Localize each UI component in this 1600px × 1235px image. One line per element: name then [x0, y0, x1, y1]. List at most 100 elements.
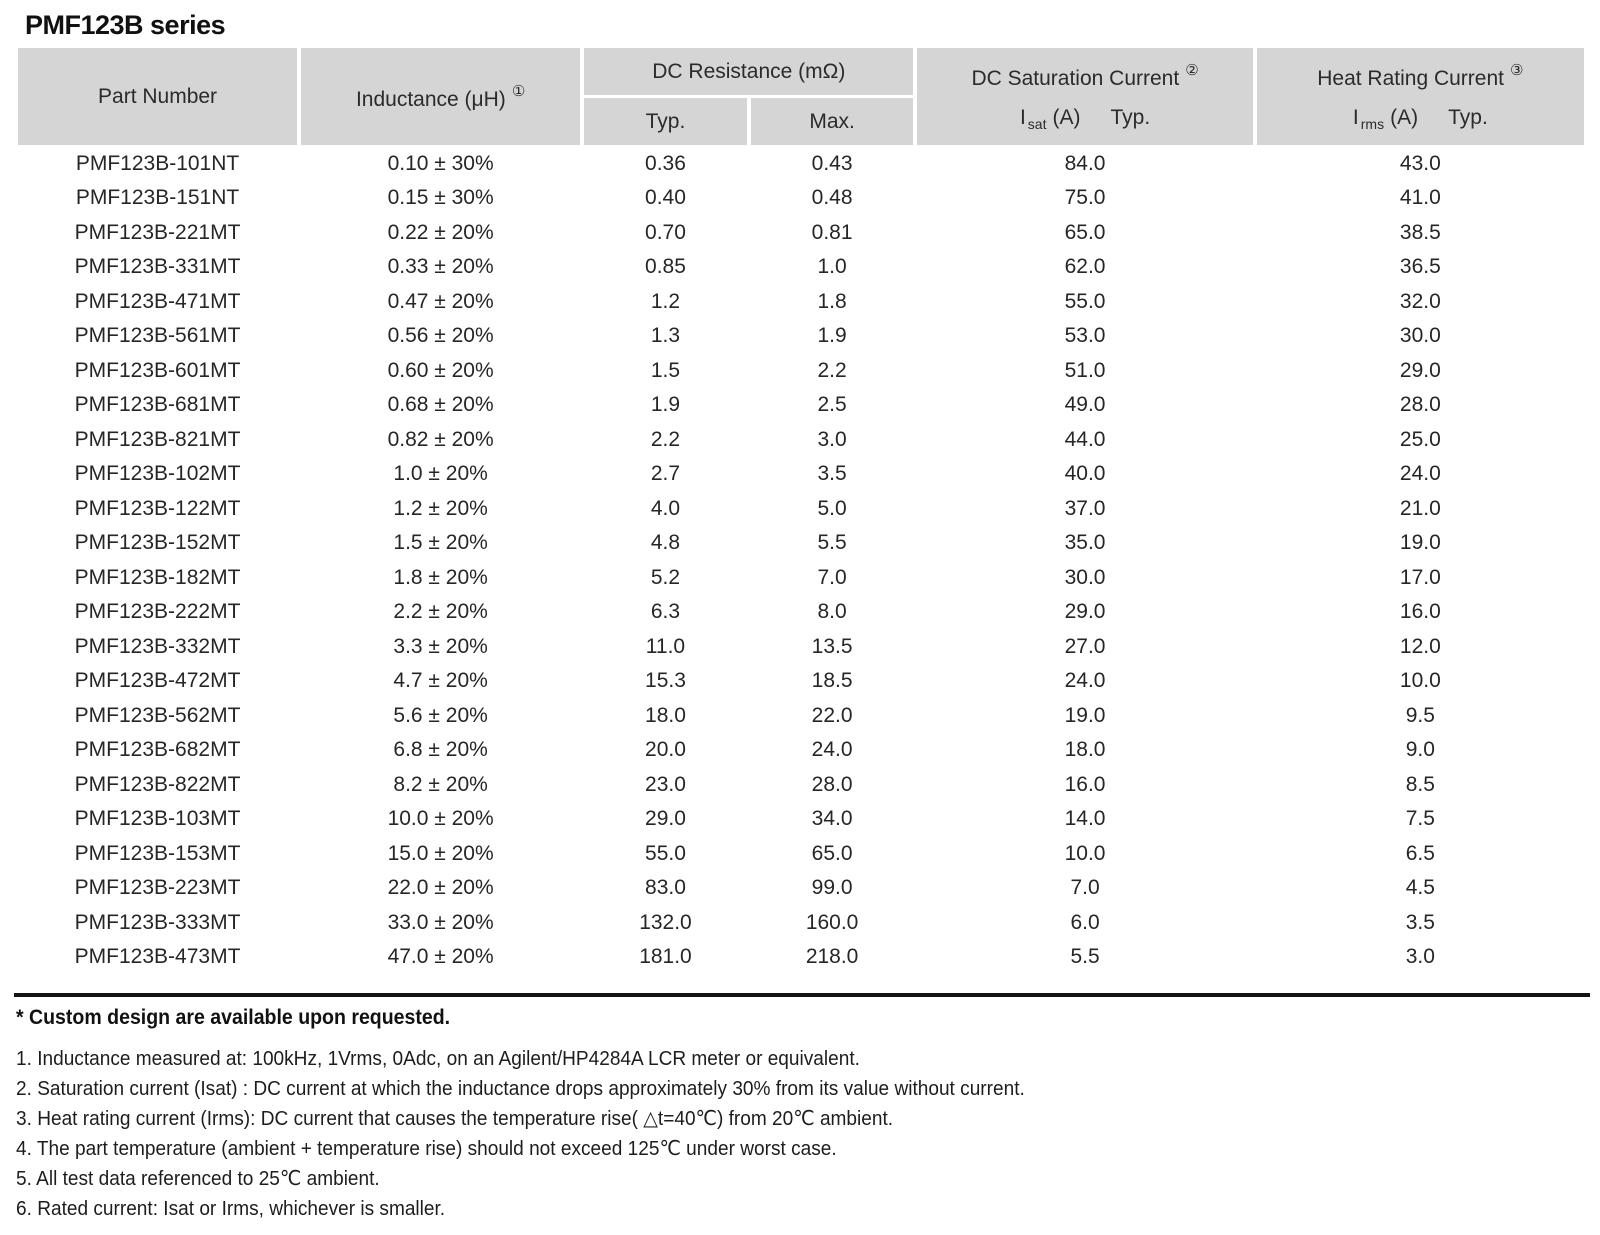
dc-saturation-title: DC Saturation Current ② [917, 61, 1252, 91]
cell-inductance: 0.33 ± 20% [387, 255, 494, 279]
table-row: PMF123B-562MT 5.6 ± 20% 18.0 22.0 19.0 9.5 [18, 700, 1584, 732]
spec-table-header: Part Number Inductance (μH) ① DC Resistan… [18, 48, 1584, 145]
table-row: PMF123B-682MT 6.8 ± 20% 20.0 24.0 18.0 9.0 [18, 735, 1584, 767]
cell-irms-typ: 41.0 [1399, 186, 1441, 210]
cell-inductance: 47.0 ± 20% [387, 945, 494, 969]
cell-inductance: 1.8 ± 20% [393, 565, 488, 589]
table-row: PMF123B-822MT 8.2 ± 20% 23.0 28.0 16.0 8.5 [18, 769, 1584, 801]
column-header-dcr-max: Max. [750, 98, 914, 145]
cell-irms-typ: 21.0 [1399, 496, 1441, 520]
cell-inductance: 0.47 ± 20% [387, 289, 494, 313]
cell-isat-typ: 6.0 [1070, 910, 1100, 934]
part-number-label: Part Number [98, 84, 218, 108]
cell-dcr-max: 34.0 [811, 807, 853, 831]
table-row: PMF123B-681MT 0.68 ± 20% 1.9 2.5 49.0 28.0 [18, 390, 1584, 422]
irms-subscript: rms [1360, 115, 1385, 132]
cell-part-number: PMF123B-601MT [74, 358, 241, 382]
cell-dcr-typ: 11.0 [645, 634, 686, 658]
cell-irms-typ: 7.5 [1405, 807, 1435, 831]
table-row: PMF123B-561MT 0.56 ± 20% 1.3 1.9 53.0 30.0 [18, 321, 1584, 353]
cell-inductance: 8.2 ± 20% [393, 772, 488, 796]
cell-inductance: 5.6 ± 20% [393, 703, 488, 727]
cell-isat-typ: 7.0 [1070, 876, 1100, 900]
cell-dcr-typ: 5.2 [650, 565, 681, 589]
cell-dcr-max: 99.0 [811, 876, 853, 900]
cell-irms-typ: 43.0 [1399, 151, 1441, 175]
cell-inductance: 22.0 ± 20% [387, 876, 494, 900]
footnote-ref-1: ① [511, 82, 526, 100]
cell-part-number: PMF123B-152MT [74, 531, 241, 555]
table-row: PMF123B-601MT 0.60 ± 20% 1.5 2.2 51.0 29.0 [18, 355, 1584, 387]
cell-isat-typ: 51.0 [1064, 358, 1106, 382]
cell-irms-typ: 24.0 [1399, 462, 1441, 486]
cell-inductance: 0.10 ± 30% [387, 151, 494, 175]
cell-isat-typ: 49.0 [1064, 393, 1106, 417]
cell-irms-typ: 3.5 [1405, 910, 1435, 934]
cell-dcr-max: 2.5 [817, 393, 847, 417]
cell-part-number: PMF123B-182MT [74, 565, 241, 589]
cell-dcr-typ: 0.40 [645, 186, 686, 210]
heat-rating-title: Heat Rating Current ③ [1257, 61, 1584, 91]
spec-table: Part Number Inductance (μH) ① DC Resistan… [14, 45, 1588, 976]
cell-part-number: PMF123B-473MT [74, 945, 241, 969]
cell-inductance: 1.2 ± 20% [393, 496, 488, 520]
cell-isat-typ: 55.0 [1064, 289, 1106, 313]
footnote: 2. Saturation current (Isat) : DC curren… [16, 1077, 1025, 1100]
cell-dcr-max: 1.0 [817, 255, 847, 279]
cell-dcr-typ: 132.0 [639, 910, 692, 934]
cell-dcr-max: 3.5 [817, 462, 847, 486]
irms-symbol: I [1352, 105, 1359, 129]
footnote-ref-3: ③ [1510, 62, 1524, 80]
cell-part-number: PMF123B-333MT [74, 910, 241, 934]
cell-irms-typ: 10.0 [1399, 669, 1441, 693]
cell-isat-typ: 65.0 [1064, 220, 1106, 244]
cell-dcr-max: 22.0 [811, 703, 853, 727]
cell-isat-typ: 62.0 [1064, 255, 1106, 279]
table-bottom-rule [14, 993, 1590, 997]
header-row-top: Part Number Inductance (μH) ① DC Resistan… [18, 48, 1584, 145]
cell-dcr-typ: 55.0 [645, 841, 686, 865]
cell-isat-typ: 44.0 [1064, 427, 1106, 451]
table-row: PMF123B-821MT 0.82 ± 20% 2.2 3.0 44.0 25.0 [18, 424, 1584, 456]
cell-dcr-typ: 4.0 [650, 496, 681, 520]
cell-isat-typ: 35.0 [1064, 531, 1106, 555]
cell-part-number: PMF123B-331MT [74, 255, 241, 279]
cell-dcr-typ: 20.0 [645, 738, 686, 762]
cell-irms-typ: 36.5 [1399, 255, 1441, 279]
cell-isat-typ: 30.0 [1064, 565, 1106, 589]
cell-inductance: 4.7 ± 20% [393, 669, 488, 693]
cell-part-number: PMF123B-222MT [74, 600, 241, 624]
cell-irms-typ: 38.5 [1399, 220, 1441, 244]
cell-inductance: 0.82 ± 20% [387, 427, 494, 451]
cell-irms-typ: 4.5 [1405, 876, 1435, 900]
cell-isat-typ: 40.0 [1064, 462, 1106, 486]
table-row: PMF123B-151NT 0.15 ± 30% 0.40 0.48 75.0 41.0 [18, 183, 1584, 215]
header-row-sub: Typ. Max. [18, 98, 1584, 145]
spec-table-body: PMF123B-101NT 0.10 ± 30% 0.36 0.43 84.0 43.0 P… [18, 148, 1584, 973]
cell-isat-typ: 24.0 [1064, 669, 1106, 693]
cell-inductance: 15.0 ± 20% [387, 841, 494, 865]
cell-part-number: PMF123B-682MT [74, 738, 241, 762]
table-row: PMF123B-471MT 0.47 ± 20% 1.2 1.8 55.0 32.0 [18, 286, 1584, 318]
table-row: PMF123B-333MT 33.0 ± 20% 132.0 160.0 6.0 3.5 [18, 907, 1584, 939]
cell-part-number: PMF123B-332MT [74, 634, 241, 658]
cell-part-number: PMF123B-821MT [74, 427, 241, 451]
cell-inductance: 33.0 ± 20% [387, 910, 494, 934]
table-row: PMF123B-331MT 0.33 ± 20% 0.85 1.0 62.0 36.5 [18, 252, 1584, 284]
cell-isat-typ: 27.0 [1064, 634, 1106, 658]
cell-inductance: 1.5 ± 20% [393, 531, 488, 555]
cell-part-number: PMF123B-223MT [74, 876, 241, 900]
cell-dcr-max: 218.0 [805, 945, 859, 969]
cell-inductance: 0.60 ± 20% [387, 358, 494, 382]
cell-dcr-typ: 18.0 [645, 703, 686, 727]
cell-isat-typ: 10.0 [1064, 841, 1106, 865]
cell-inductance: 3.3 ± 20% [393, 634, 488, 658]
table-row: PMF123B-221MT 0.22 ± 20% 0.70 0.81 65.0 38.5 [18, 217, 1584, 249]
cell-isat-typ: 18.0 [1064, 738, 1106, 762]
cell-isat-typ: 29.0 [1064, 600, 1106, 624]
inductance-label: Inductance (μH) [355, 87, 506, 111]
cell-dcr-typ: 2.2 [650, 427, 681, 451]
table-row: PMF123B-472MT 4.7 ± 20% 15.3 18.5 24.0 10.0 [18, 666, 1584, 698]
